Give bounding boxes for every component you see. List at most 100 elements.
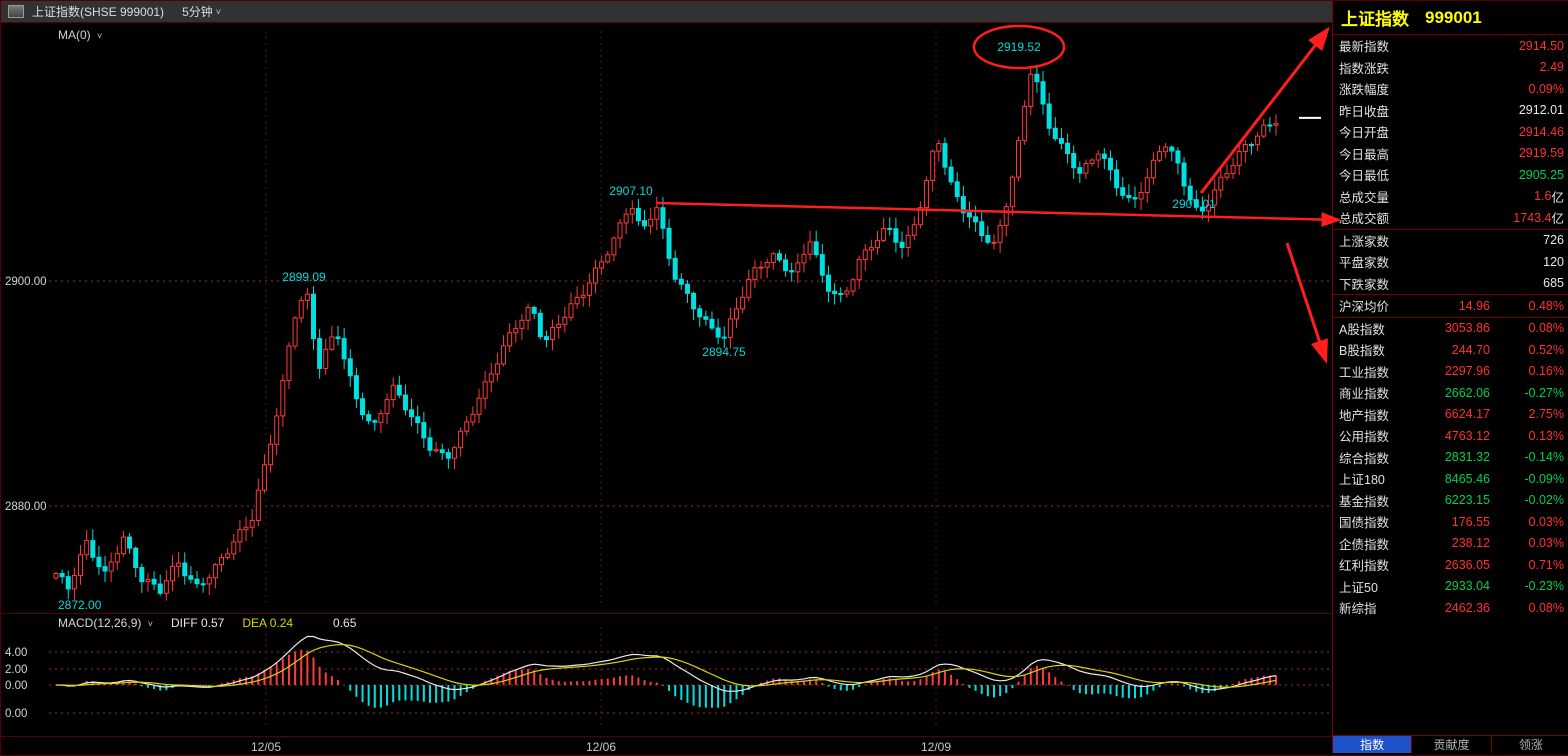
date-label: 12/06 xyxy=(585,740,617,754)
candle-body xyxy=(421,422,427,439)
ma-indicator-selector[interactable]: MA(0) ˅ xyxy=(58,28,102,42)
quote-value: 2919.59 xyxy=(1518,146,1564,161)
quote-label: 红利指数 xyxy=(1339,559,1390,574)
period-selector[interactable]: 5分钟 ˅ xyxy=(182,3,221,20)
price-chart[interactable]: 2900.00 2880.00 2919.52 2907.10 2899.09 2894.… xyxy=(1,23,1332,613)
candle-body xyxy=(102,566,108,572)
quote-label: 上证180 xyxy=(1339,473,1385,488)
candle-body xyxy=(715,327,721,338)
quote-row[interactable]: 今日最高 2919.59 xyxy=(1333,143,1568,165)
candle-body xyxy=(78,554,84,577)
quote-row[interactable]: 总成交额 1743.4 亿 xyxy=(1333,207,1568,229)
quote-row[interactable]: 指数涨跌 2.49 xyxy=(1333,57,1568,79)
candle-body xyxy=(893,228,899,243)
macd-chart[interactable]: 4.00 2.00 0.00 0.00 xyxy=(1,613,1332,736)
quote-value: 2912.01 xyxy=(1518,103,1564,118)
quote-row[interactable]: 公用指数 4763.12 0.13% xyxy=(1333,425,1568,447)
quote-row[interactable]: 商业指数 2662.06 -0.27% xyxy=(1333,382,1568,404)
candle-body xyxy=(1101,153,1107,159)
quote-row[interactable]: 下跌家数 685 xyxy=(1333,273,1568,295)
panel-tab[interactable]: 指数 xyxy=(1333,736,1412,753)
candle-body xyxy=(464,421,470,432)
quote-value: 2831.32 xyxy=(1444,450,1490,465)
quote-label: 上证50 xyxy=(1339,580,1378,595)
candle-body xyxy=(390,384,396,401)
quote-row[interactable]: 上证50 2933.04 -0.23% xyxy=(1333,576,1568,598)
candle-body xyxy=(868,247,874,251)
quote-row[interactable]: B股指数 244.70 0.52% xyxy=(1333,339,1568,361)
macd-indicator-selector[interactable]: MACD(12,26,9) ˅ xyxy=(58,616,153,630)
quote-row[interactable]: 昨日收盘 2912.01 xyxy=(1333,100,1568,122)
candle-body xyxy=(599,261,605,269)
candle-body xyxy=(488,373,494,383)
panel-tab[interactable]: 贡献度 xyxy=(1411,736,1490,753)
ma-label: MA(0) xyxy=(58,28,91,42)
panel-tab[interactable]: 领涨 xyxy=(1490,736,1568,753)
candle-body xyxy=(537,312,543,338)
candle-body xyxy=(360,398,366,416)
quote-row[interactable]: 综合指数 2831.32 -0.14% xyxy=(1333,447,1568,469)
candle-body xyxy=(1230,165,1236,175)
quote-row[interactable]: 上涨家数 726 xyxy=(1333,230,1568,252)
quote-value: 14.96 xyxy=(1458,298,1490,313)
candle-body xyxy=(807,241,813,255)
quote-value: 3053.86 xyxy=(1444,321,1490,336)
quote-row[interactable]: 红利指数 2636.05 0.71% xyxy=(1333,554,1568,576)
quote-value: 120 xyxy=(1543,254,1564,269)
quote-row[interactable]: A股指数 3053.86 0.08% xyxy=(1333,318,1568,340)
candle-body xyxy=(672,257,678,280)
quote-row[interactable]: 今日开盘 2914.46 xyxy=(1333,121,1568,143)
panel-code: 999001 xyxy=(1425,7,1482,27)
price-annotation: 2899.09 xyxy=(282,270,326,284)
candle-body xyxy=(433,449,439,452)
quote-label: 总成交量 xyxy=(1339,190,1390,205)
candle-body xyxy=(991,241,997,244)
quote-row[interactable]: 沪深均价 14.96 0.48% xyxy=(1333,295,1568,317)
candle-body xyxy=(157,583,163,594)
quote-row[interactable]: 工业指数 2297.96 0.16% xyxy=(1333,361,1568,383)
candle-body xyxy=(924,179,930,209)
quote-row[interactable]: 上证180 8465.46 -0.09% xyxy=(1333,468,1568,490)
quote-row[interactable]: 总成交量 1.6 亿 xyxy=(1333,186,1568,208)
candle-body xyxy=(501,345,507,365)
candle-body xyxy=(1022,105,1028,142)
quote-value: 2297.96 xyxy=(1444,364,1490,379)
candle-body xyxy=(243,526,249,531)
candle-body xyxy=(592,267,598,284)
quote-row[interactable]: 今日最低 2905.25 xyxy=(1333,164,1568,186)
quote-row[interactable]: 企债指数 238.12 0.03% xyxy=(1333,533,1568,555)
candle-body xyxy=(1261,124,1267,137)
candle-body xyxy=(1028,73,1034,107)
candle-body xyxy=(832,290,838,295)
candle-body xyxy=(1003,206,1009,226)
candle-body xyxy=(911,224,917,236)
quote-row[interactable]: 基金指数 6223.15 -0.02% xyxy=(1333,490,1568,512)
quote-label: 公用指数 xyxy=(1339,430,1390,445)
quote-row[interactable]: 涨跌幅度 0.09% xyxy=(1333,78,1568,100)
quote-percent: -0.14% xyxy=(1524,450,1564,465)
quote-row[interactable]: 最新指数 2914.50 xyxy=(1333,35,1568,57)
candle-body xyxy=(65,576,71,590)
quote-row[interactable]: 地产指数 6624.17 2.75% xyxy=(1333,404,1568,426)
quote-row[interactable]: 国债指数 176.55 0.03% xyxy=(1333,511,1568,533)
candle-body xyxy=(623,213,629,224)
candle-body xyxy=(1273,123,1279,126)
quote-percent: 0.16% xyxy=(1528,364,1564,379)
candle-body xyxy=(1255,135,1261,146)
candle-body xyxy=(752,267,758,280)
quote-label: 昨日收盘 xyxy=(1339,104,1390,119)
candle-body xyxy=(237,529,243,543)
quote-value: 8465.46 xyxy=(1444,471,1490,486)
pane-divider xyxy=(1,613,1332,614)
candle-body xyxy=(458,430,464,449)
candle-body xyxy=(758,266,764,269)
candle-body xyxy=(660,207,666,229)
quote-label: 国债指数 xyxy=(1339,516,1390,531)
divider xyxy=(1333,316,1568,318)
candle-body xyxy=(721,336,727,339)
chart-window-icon[interactable] xyxy=(8,5,24,18)
quote-row[interactable]: 新综指 2462.36 0.08% xyxy=(1333,597,1568,619)
quote-row[interactable]: 平盘家数 120 xyxy=(1333,251,1568,273)
candle-body xyxy=(200,583,206,586)
